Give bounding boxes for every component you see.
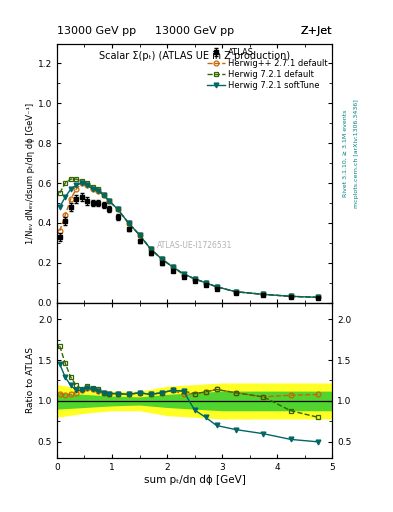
Herwig++ 2.7.1 default <box>85 182 90 188</box>
Herwig 7.2.1 softTune <box>288 293 293 300</box>
Text: Z+Jet: Z+Jet <box>301 26 332 36</box>
Herwig++ 2.7.1 default <box>203 280 208 286</box>
Herwig++ 2.7.1 default <box>101 192 106 198</box>
Herwig 7.2.1 softTune <box>148 246 153 252</box>
Herwig++ 2.7.1 default <box>126 220 131 226</box>
Herwig 7.2.1 default <box>233 289 238 295</box>
Herwig 7.2.1 default <box>148 246 153 252</box>
Herwig++ 2.7.1 default <box>288 293 293 300</box>
Herwig 7.2.1 default <box>288 293 293 300</box>
Y-axis label: Ratio to ATLAS: Ratio to ATLAS <box>26 348 35 414</box>
Line: Herwig++ 2.7.1 default: Herwig++ 2.7.1 default <box>57 181 321 300</box>
Text: 13000 GeV pp: 13000 GeV pp <box>155 26 234 36</box>
Herwig 7.2.1 softTune <box>159 256 164 262</box>
Herwig 7.2.1 default <box>181 271 186 277</box>
Herwig 7.2.1 softTune <box>96 188 101 194</box>
Herwig++ 2.7.1 default <box>107 198 112 204</box>
Herwig++ 2.7.1 default <box>68 196 73 202</box>
Herwig 7.2.1 default <box>96 186 101 192</box>
Herwig 7.2.1 default <box>85 180 90 186</box>
Herwig 7.2.1 default <box>90 184 95 190</box>
Text: Z+Jet: Z+Jet <box>301 26 332 36</box>
Herwig 7.2.1 softTune <box>57 204 62 210</box>
Herwig++ 2.7.1 default <box>214 284 219 290</box>
Herwig 7.2.1 softTune <box>79 180 84 186</box>
Text: Scalar Σ(pₜ) (ATLAS UE in Z production): Scalar Σ(pₜ) (ATLAS UE in Z production) <box>99 51 290 61</box>
Herwig++ 2.7.1 default <box>90 186 95 192</box>
Herwig++ 2.7.1 default <box>316 294 321 301</box>
Herwig++ 2.7.1 default <box>148 246 153 252</box>
Herwig 7.2.1 softTune <box>107 198 112 204</box>
Herwig 7.2.1 softTune <box>170 264 175 270</box>
Herwig++ 2.7.1 default <box>159 256 164 262</box>
Text: Rivet 3.1.10, ≥ 3.1M events: Rivet 3.1.10, ≥ 3.1M events <box>343 110 348 197</box>
Herwig 7.2.1 softTune <box>316 294 321 301</box>
Herwig 7.2.1 softTune <box>233 289 238 295</box>
Herwig 7.2.1 default <box>101 192 106 198</box>
Herwig++ 2.7.1 default <box>192 276 197 282</box>
Herwig++ 2.7.1 default <box>63 212 68 218</box>
Herwig++ 2.7.1 default <box>74 186 79 192</box>
Herwig 7.2.1 softTune <box>90 186 95 192</box>
Herwig 7.2.1 default <box>159 256 164 262</box>
Herwig 7.2.1 softTune <box>101 192 106 198</box>
Y-axis label: 1/Nₑᵥ dNₑᵥ/dsum pₜ/dη dϕ [GeV⁻¹]: 1/Nₑᵥ dNₑᵥ/dsum pₜ/dη dϕ [GeV⁻¹] <box>26 102 35 244</box>
Herwig 7.2.1 softTune <box>181 271 186 277</box>
Herwig++ 2.7.1 default <box>137 232 142 238</box>
Herwig 7.2.1 default <box>63 180 68 186</box>
Herwig++ 2.7.1 default <box>57 228 62 234</box>
Text: mcplots.cern.ch [arXiv:1306.3436]: mcplots.cern.ch [arXiv:1306.3436] <box>354 99 359 208</box>
Herwig 7.2.1 softTune <box>85 182 90 188</box>
Herwig 7.2.1 default <box>74 176 79 182</box>
Herwig 7.2.1 softTune <box>261 291 266 297</box>
Herwig 7.2.1 default <box>68 176 73 182</box>
Herwig 7.2.1 default <box>57 190 62 196</box>
Herwig 7.2.1 default <box>203 280 208 286</box>
Line: Herwig 7.2.1 softTune: Herwig 7.2.1 softTune <box>57 181 321 300</box>
Herwig 7.2.1 default <box>261 291 266 297</box>
Herwig 7.2.1 softTune <box>115 206 120 212</box>
Herwig 7.2.1 default <box>126 220 131 226</box>
Herwig 7.2.1 softTune <box>63 194 68 200</box>
Herwig 7.2.1 softTune <box>137 232 142 238</box>
Legend: ATLAS, Herwig++ 2.7.1 default, Herwig 7.2.1 default, Herwig 7.2.1 softTune: ATLAS, Herwig++ 2.7.1 default, Herwig 7.… <box>205 46 330 92</box>
X-axis label: sum pₜ/dη dϕ [GeV]: sum pₜ/dη dϕ [GeV] <box>143 475 246 485</box>
Herwig++ 2.7.1 default <box>96 188 101 194</box>
Herwig++ 2.7.1 default <box>261 291 266 297</box>
Herwig 7.2.1 softTune <box>214 284 219 290</box>
Herwig 7.2.1 default <box>170 264 175 270</box>
Herwig 7.2.1 softTune <box>126 220 131 226</box>
Herwig 7.2.1 default <box>79 178 84 184</box>
Herwig 7.2.1 default <box>137 232 142 238</box>
Herwig 7.2.1 softTune <box>192 276 197 282</box>
Line: Herwig 7.2.1 default: Herwig 7.2.1 default <box>57 177 321 300</box>
Herwig 7.2.1 softTune <box>74 182 79 188</box>
Herwig++ 2.7.1 default <box>115 206 120 212</box>
Herwig 7.2.1 default <box>107 198 112 204</box>
Herwig 7.2.1 default <box>316 294 321 301</box>
Text: 13000 GeV pp: 13000 GeV pp <box>57 26 136 36</box>
Herwig 7.2.1 softTune <box>68 186 73 192</box>
Text: ATLAS-UE-I1726531: ATLAS-UE-I1726531 <box>157 241 232 250</box>
Herwig++ 2.7.1 default <box>79 180 84 186</box>
Herwig++ 2.7.1 default <box>170 264 175 270</box>
Herwig 7.2.1 default <box>214 284 219 290</box>
Herwig++ 2.7.1 default <box>181 272 186 278</box>
Herwig++ 2.7.1 default <box>233 289 238 295</box>
Herwig 7.2.1 softTune <box>203 280 208 286</box>
Herwig 7.2.1 default <box>192 276 197 282</box>
Herwig 7.2.1 default <box>115 206 120 212</box>
